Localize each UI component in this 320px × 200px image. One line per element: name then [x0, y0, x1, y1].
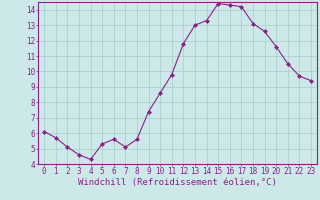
X-axis label: Windchill (Refroidissement éolien,°C): Windchill (Refroidissement éolien,°C)	[78, 178, 277, 187]
